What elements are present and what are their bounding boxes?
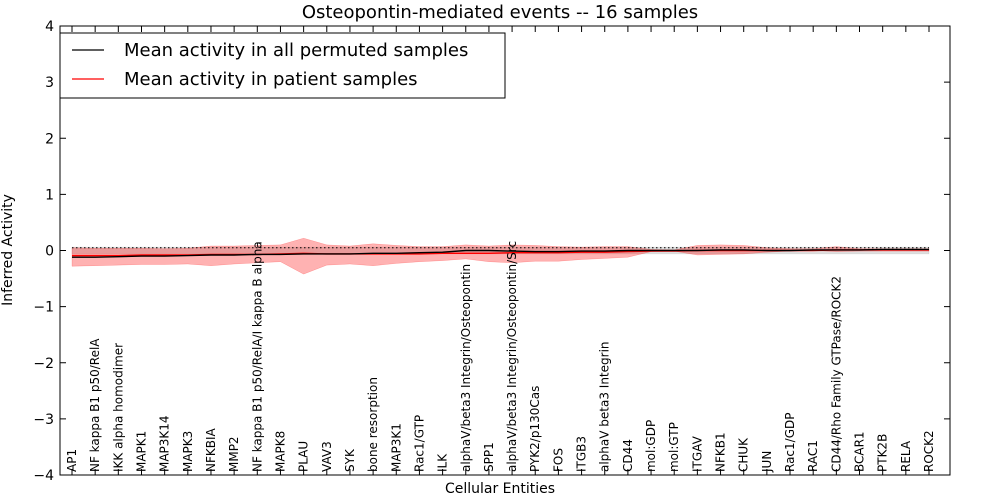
x-tick-label: PLAU (297, 441, 311, 472)
x-tick-label: SYK (343, 448, 357, 472)
y-axis: 4 3 2 1 0 −1 −2 −3 −4 (33, 19, 950, 484)
x-axis-label: Cellular Entities (445, 481, 555, 497)
x-tick-label: ROCK2 (922, 430, 936, 472)
x-tick-label: RAC1 (806, 440, 820, 472)
y-tick-label: −1 (33, 300, 54, 316)
y-tick-label: −4 (33, 468, 54, 484)
x-tick-label: MMP2 (227, 436, 241, 472)
x-tick-label: FOS (551, 448, 565, 472)
band-patient-range (71, 237, 930, 275)
x-tick-label: AP1 (65, 449, 79, 472)
x-tick-label: alphaV/beta3 Integrin/Osteopontin/Src (505, 241, 519, 472)
x-tick-label: alphaV/beta3 Integrin/Osteopontin (459, 264, 473, 472)
y-tick-label: 3 (45, 75, 54, 91)
x-tick-label: CHUK (737, 437, 751, 472)
y-tick-label: 0 (45, 244, 54, 260)
x-tick-label: MAPK1 (134, 431, 148, 472)
x-tick-label: SPP1 (482, 442, 496, 472)
x-tick-label: Rac1/GDP (783, 413, 797, 472)
x-tick-label: ILK (436, 453, 450, 472)
chart-title: Osteopontin-mediated events -- 16 sample… (302, 2, 698, 23)
series-line-permuted (72, 248, 929, 258)
x-tick-labels: AP1 NF kappa B1 p50/RelA IKK alpha homodim… (65, 241, 936, 473)
x-tick-label: ITGB3 (575, 436, 589, 472)
x-tick-label: MAP3K1 (389, 423, 403, 472)
x-tick-label: MAPK3 (181, 431, 195, 472)
x-tick-label: NF kappa B1 p50/RelA (88, 338, 102, 472)
x-tick-label: RELA (899, 440, 913, 472)
x-tick-label: IKK alpha homodimer (111, 343, 125, 472)
x-tick-label: alphaV beta3 Integrin (598, 341, 612, 472)
legend: Mean activity in all permuted samples Me… (59, 32, 506, 99)
y-tick-label: 4 (45, 19, 54, 35)
x-tick-label: PYK2/p130Cas (528, 386, 542, 472)
x-tick-label: mol:GDP (644, 420, 658, 472)
x-tick-label: mol:GTP (667, 422, 681, 472)
y-tick-label: −3 (33, 412, 54, 428)
x-tick-label: CD44 (621, 439, 635, 472)
series-lines (72, 248, 929, 258)
x-tick-label: bone resorption (366, 377, 380, 472)
x-tick-label: BCAR1 (853, 431, 867, 472)
x-tick-label: MAP3K14 (158, 415, 172, 472)
x-tick-label: NFKB1 (714, 432, 728, 472)
x-tick-label: NFKBIA (204, 427, 218, 472)
legend-label-permuted: Mean activity in all permuted samples (124, 40, 468, 61)
y-tick-label: 2 (45, 131, 54, 147)
x-tick-label: MAPK8 (273, 431, 287, 472)
x-tick-label: CD44/Rho Family GTPase/ROCK2 (829, 276, 843, 472)
legend-label-patient: Mean activity in patient samples (124, 69, 418, 90)
x-axis (71, 26, 930, 475)
x-tick-label: ITGAV (690, 435, 704, 472)
x-tick-label: JUN (760, 451, 774, 473)
x-tick-label: Rac1/GTP (412, 415, 426, 472)
x-tick-label: NF kappa B1 p50/RelA/I kappa B alpha (250, 241, 264, 472)
x-tick-label: PTK2B (876, 434, 890, 472)
y-axis-label: Inferred Activity (0, 194, 16, 306)
legend-box (59, 32, 506, 99)
range-bands (71, 237, 930, 275)
y-tick-label: 1 (45, 187, 54, 203)
x-tick-label: VAV3 (320, 441, 334, 472)
y-tick-label: −2 (33, 356, 54, 372)
